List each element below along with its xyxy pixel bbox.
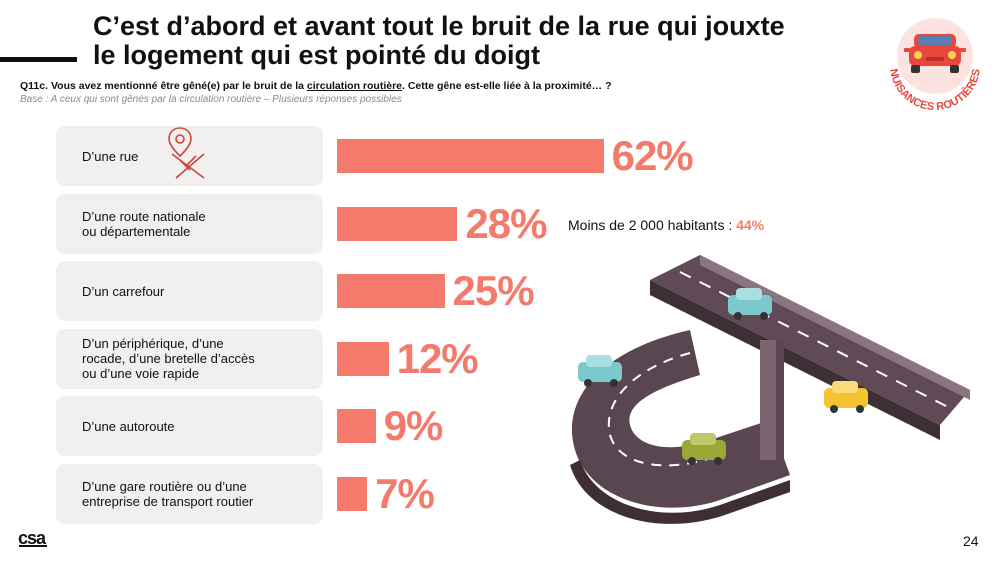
car-badge-icon: NUISANCES ROUTIÈRES [887, 18, 983, 113]
bar [337, 139, 604, 173]
category-label: D’un périphérique, d’une rocade, d’une br… [82, 329, 322, 389]
category-row: D’une route nationale ou départementale [56, 193, 323, 254]
value-label: 7% [375, 470, 435, 517]
category-row: D’une autoroute [56, 396, 323, 457]
annotation-value: 44% [736, 217, 765, 233]
category-label-line: D’un carrefour [82, 283, 165, 299]
category-label: D’une rue [82, 126, 322, 186]
category-label: D’une route nationale ou départementale [82, 194, 322, 254]
category-label-line: D’un périphérique, d’une [82, 336, 224, 352]
road-interchange-illustration [570, 255, 970, 524]
base-note: Base : A ceux qui sont gênés par la circ… [20, 94, 402, 105]
page-title-line-1: C’est d’abord et avant tout le bruit de … [93, 11, 785, 41]
category-label-line: D’une gare routière ou d’une [82, 479, 247, 494]
category-row: D’un périphérique, d’une rocade, d’une br… [56, 328, 323, 389]
category-label-line: rocade, d’une bretelle d’accès [82, 351, 255, 367]
value-label: 62% [611, 132, 694, 179]
question-prefix: Q11c. Vous avez mentionné être gêné(e) p… [20, 80, 307, 92]
bar [337, 341, 389, 376]
location-pin-icon [168, 127, 205, 179]
category-label: D’une autoroute [82, 396, 322, 456]
title-rule [0, 57, 77, 62]
category-label-line: ou d’une voie rapide [82, 366, 200, 382]
category-row: D’une gare routière ou d’une entreprise d… [56, 464, 323, 524]
bar [337, 206, 458, 241]
category-label-line: D’une rue [82, 148, 139, 164]
category-label-line: D’une route nationale [82, 208, 206, 224]
category-label: D’un carrefour [82, 261, 322, 321]
car-green [682, 433, 726, 465]
question-suffix: . Cette gêne est-elle liée à la proximit… [402, 80, 612, 92]
car-icon [904, 34, 966, 73]
page-title-line-2: le logement qui est pointé du doigt [93, 40, 540, 70]
value-label: 28% [465, 199, 547, 247]
page-title: C’est d’abord et avant tout le bruit de … [93, 12, 853, 70]
value-label: 9% [383, 402, 444, 450]
annotation-note: Moins de 2 000 habitants : 44% [568, 217, 764, 233]
category-row: D’un carrefour [56, 261, 323, 322]
category-row: D’une rue [56, 126, 323, 186]
category-label: D’une gare routière ou d’une entreprise d… [82, 464, 322, 524]
category-label-line: ou départementale [82, 223, 191, 239]
bar [337, 477, 368, 511]
question-text: Q11c. Vous avez mentionné être gêné(e) p… [20, 80, 612, 92]
category-label-line: D’une autoroute [82, 418, 175, 434]
bar [337, 409, 376, 444]
logo-underline [19, 545, 47, 547]
csa-logo: csa [18, 528, 46, 548]
car-blue-top [728, 288, 772, 320]
value-label: 12% [396, 334, 479, 382]
bar [337, 274, 445, 309]
car-blue-ramp [578, 355, 622, 387]
category-label-line: entreprise de transport routier [82, 494, 254, 509]
car-yellow [824, 381, 868, 413]
annotation-text: Moins de 2 000 habitants : [568, 217, 737, 233]
value-label: 25% [452, 267, 535, 315]
question-underlined: circulation routière [306, 80, 403, 92]
page-number: 24 [963, 533, 979, 549]
